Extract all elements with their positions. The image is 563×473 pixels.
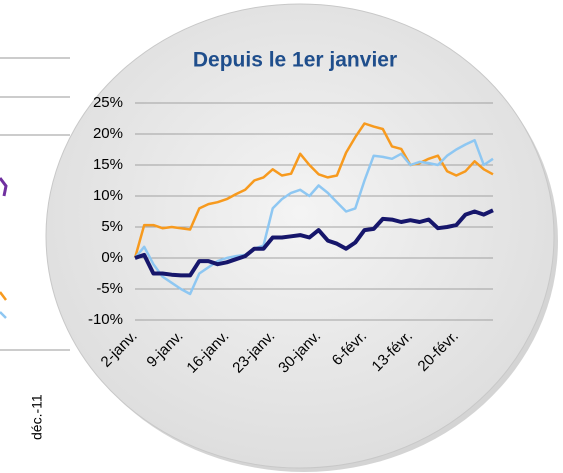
series-line <box>134 138 494 296</box>
y-tick-label: 10% <box>93 187 123 204</box>
y-tick-label: 0% <box>101 249 123 266</box>
bg-axis-label: déc.-11 <box>29 394 45 440</box>
chart-title: Depuis le 1er janvier <box>193 49 397 72</box>
bg-line <box>0 291 7 301</box>
series-line <box>133 122 494 259</box>
y-tick-label: 15% <box>93 156 123 173</box>
y-tick-label: 5% <box>101 218 123 235</box>
y-tick-label: 25% <box>93 94 123 111</box>
series-line <box>134 208 494 278</box>
bg-line <box>0 311 7 319</box>
y-tick-label: -5% <box>96 280 123 297</box>
y-tick-label: 20% <box>93 125 123 142</box>
y-tick-label: -10% <box>88 311 123 328</box>
background-chart: déc.-11 <box>0 57 70 440</box>
bg-line <box>0 177 8 197</box>
